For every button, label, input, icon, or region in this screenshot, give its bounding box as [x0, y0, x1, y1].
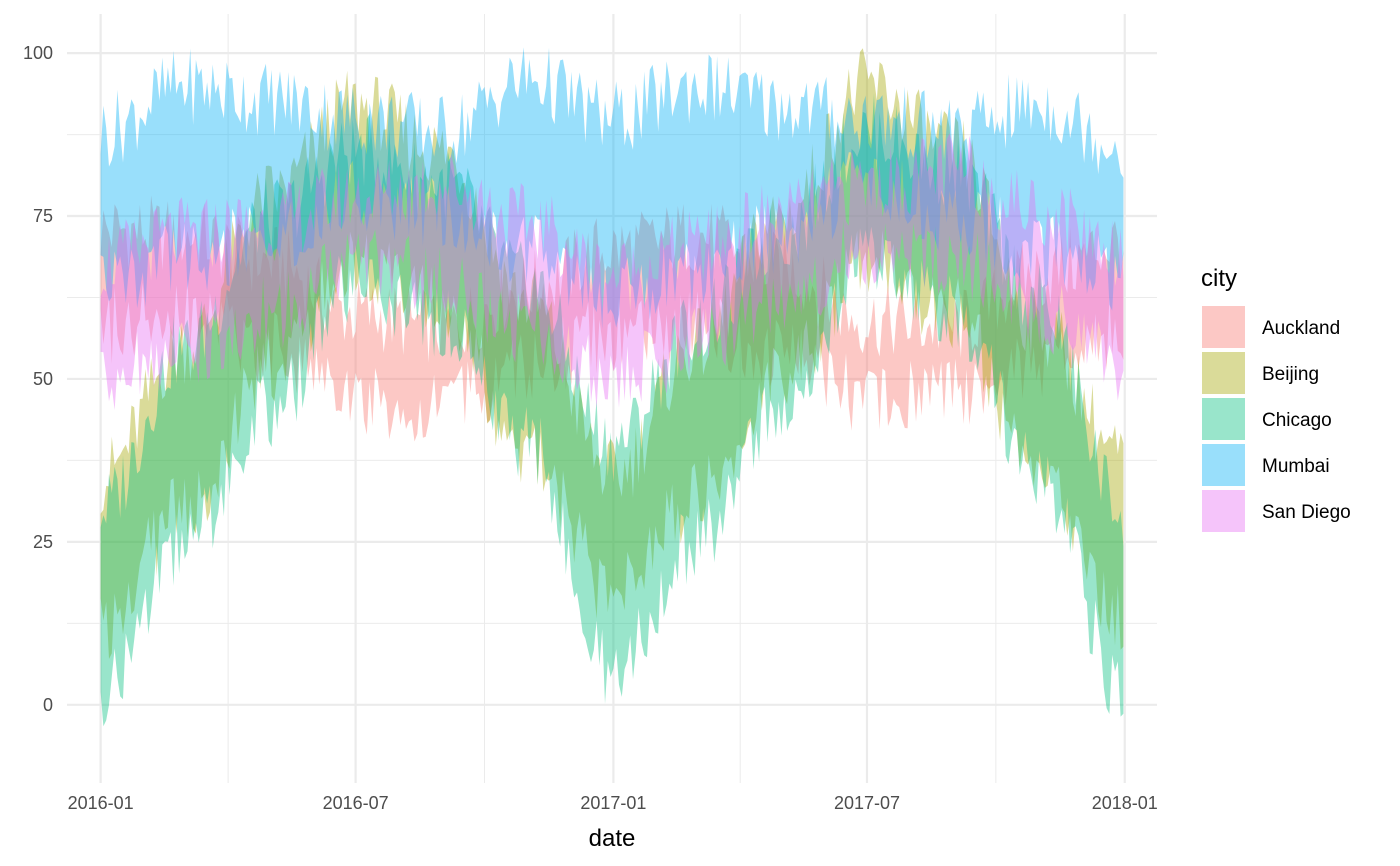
area-auckland: [100, 195, 1124, 442]
legend-key-mumbai: [1202, 444, 1245, 486]
y-axis-tick-labels: 0 25 50 75 100: [23, 43, 53, 715]
x-axis-title: date: [589, 825, 636, 852]
legend: city Auckland Beijing Chicago Mumbai San Die…: [1201, 265, 1351, 532]
x-tick-label: 2016-01: [68, 793, 134, 813]
x-tick-label: 2017-07: [834, 793, 900, 813]
legend-label: Mumbai: [1262, 456, 1330, 477]
grid-major: [67, 14, 1157, 783]
x-tick-label: 2018-01: [1092, 793, 1158, 813]
legend-key-auckland: [1202, 306, 1245, 348]
x-axis-tick-labels: 2016-01 2016-07 2017-01 2017-07 2018-01: [68, 793, 1158, 813]
x-tick-label: 2016-07: [323, 793, 389, 813]
y-tick-label: 75: [33, 206, 53, 226]
y-tick-label: 25: [33, 532, 53, 552]
legend-key-san-diego: [1202, 490, 1245, 532]
y-tick-label: 50: [33, 369, 53, 389]
legend-label: Chicago: [1262, 410, 1332, 431]
x-tick-label: 2017-01: [580, 793, 646, 813]
legend-label: Auckland: [1262, 318, 1340, 339]
legend-key-beijing: [1202, 352, 1245, 394]
y-tick-label: 0: [43, 695, 53, 715]
area-beijing: [100, 48, 1124, 659]
legend-label: Beijing: [1262, 364, 1319, 385]
legend-key-chicago: [1202, 398, 1245, 440]
y-tick-label: 100: [23, 43, 53, 63]
area-chicago: [100, 93, 1124, 727]
grid-minor: [67, 14, 1157, 783]
area-mumbai: [100, 47, 1124, 330]
legend-label: San Diego: [1262, 502, 1351, 523]
legend-title: city: [1201, 265, 1237, 292]
series-areas: [100, 47, 1124, 727]
area-san-diego: [100, 133, 1124, 411]
